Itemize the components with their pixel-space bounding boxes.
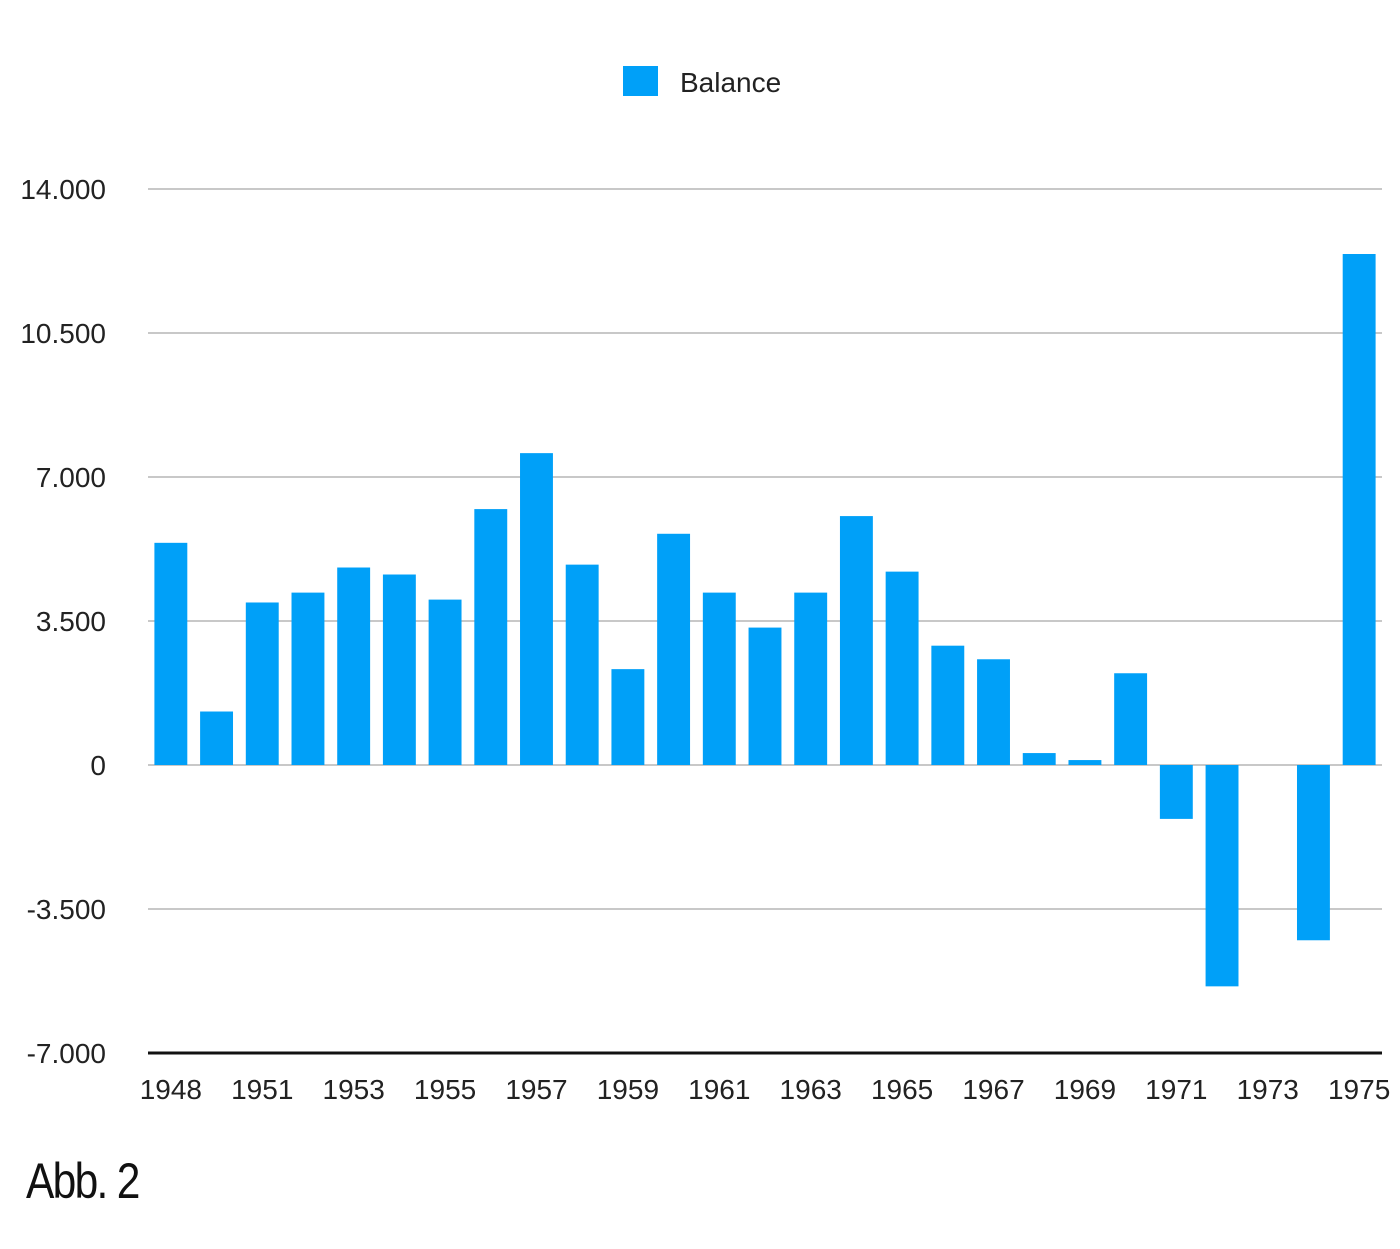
y-tick-label: 14.000 [20,174,106,205]
x-tick-label: 1969 [1054,1074,1116,1105]
x-tick-label: 1955 [414,1074,476,1105]
x-tick-label: 1961 [688,1074,750,1105]
bar-1961 [702,592,736,765]
x-tick-label: 1953 [323,1074,385,1105]
y-tick-label: 7.000 [36,462,106,493]
bar-1958 [565,564,599,765]
legend-label: Balance [680,67,781,98]
bar-1950 [200,711,234,765]
bar-1960 [657,533,691,765]
x-tick-label: 1963 [780,1074,842,1105]
bar-1971 [1159,765,1193,819]
bar-1959 [611,669,645,765]
bar-1955 [428,599,462,765]
x-tick-label: 1967 [962,1074,1024,1105]
bar-1956 [474,509,508,765]
bar-1974 [1296,765,1330,941]
y-tick-label: -7.000 [27,1038,106,1069]
y-tick-label: 0 [90,750,106,781]
bar-1953 [337,567,371,765]
x-tick-label: 1965 [871,1074,933,1105]
bar-1966 [931,645,965,765]
bar-1957 [520,453,553,765]
bar-1968 [1022,753,1056,765]
bar-1964 [839,516,873,765]
x-tick-label: 1971 [1145,1074,1207,1105]
x-tick-label: 1951 [231,1074,293,1105]
bar-1954 [382,574,416,765]
bar-1972 [1205,765,1239,987]
figure-caption: Abb. 2 [26,1153,140,1209]
x-tick-label: 1975 [1328,1074,1390,1105]
x-tick-label: 1959 [597,1074,659,1105]
bar-1962 [748,627,782,765]
bar-1952 [291,592,325,765]
y-tick-label: 3.500 [36,606,106,637]
bar-1951 [245,602,279,765]
bar-1948 [154,542,188,765]
bar-1975 [1342,254,1376,765]
bar-1963 [794,592,828,765]
bar-1970 [1114,673,1148,765]
x-tick-label: 1948 [140,1074,202,1105]
legend-swatch [623,66,658,96]
y-tick-label: 10.500 [20,318,106,349]
x-tick-label: 1957 [505,1074,567,1105]
y-tick-label: -3.500 [27,894,106,925]
x-tick-label: 1973 [1237,1074,1299,1105]
bar-1969 [1068,760,1102,765]
bar-1967 [977,659,1010,765]
bar-1965 [885,571,919,765]
